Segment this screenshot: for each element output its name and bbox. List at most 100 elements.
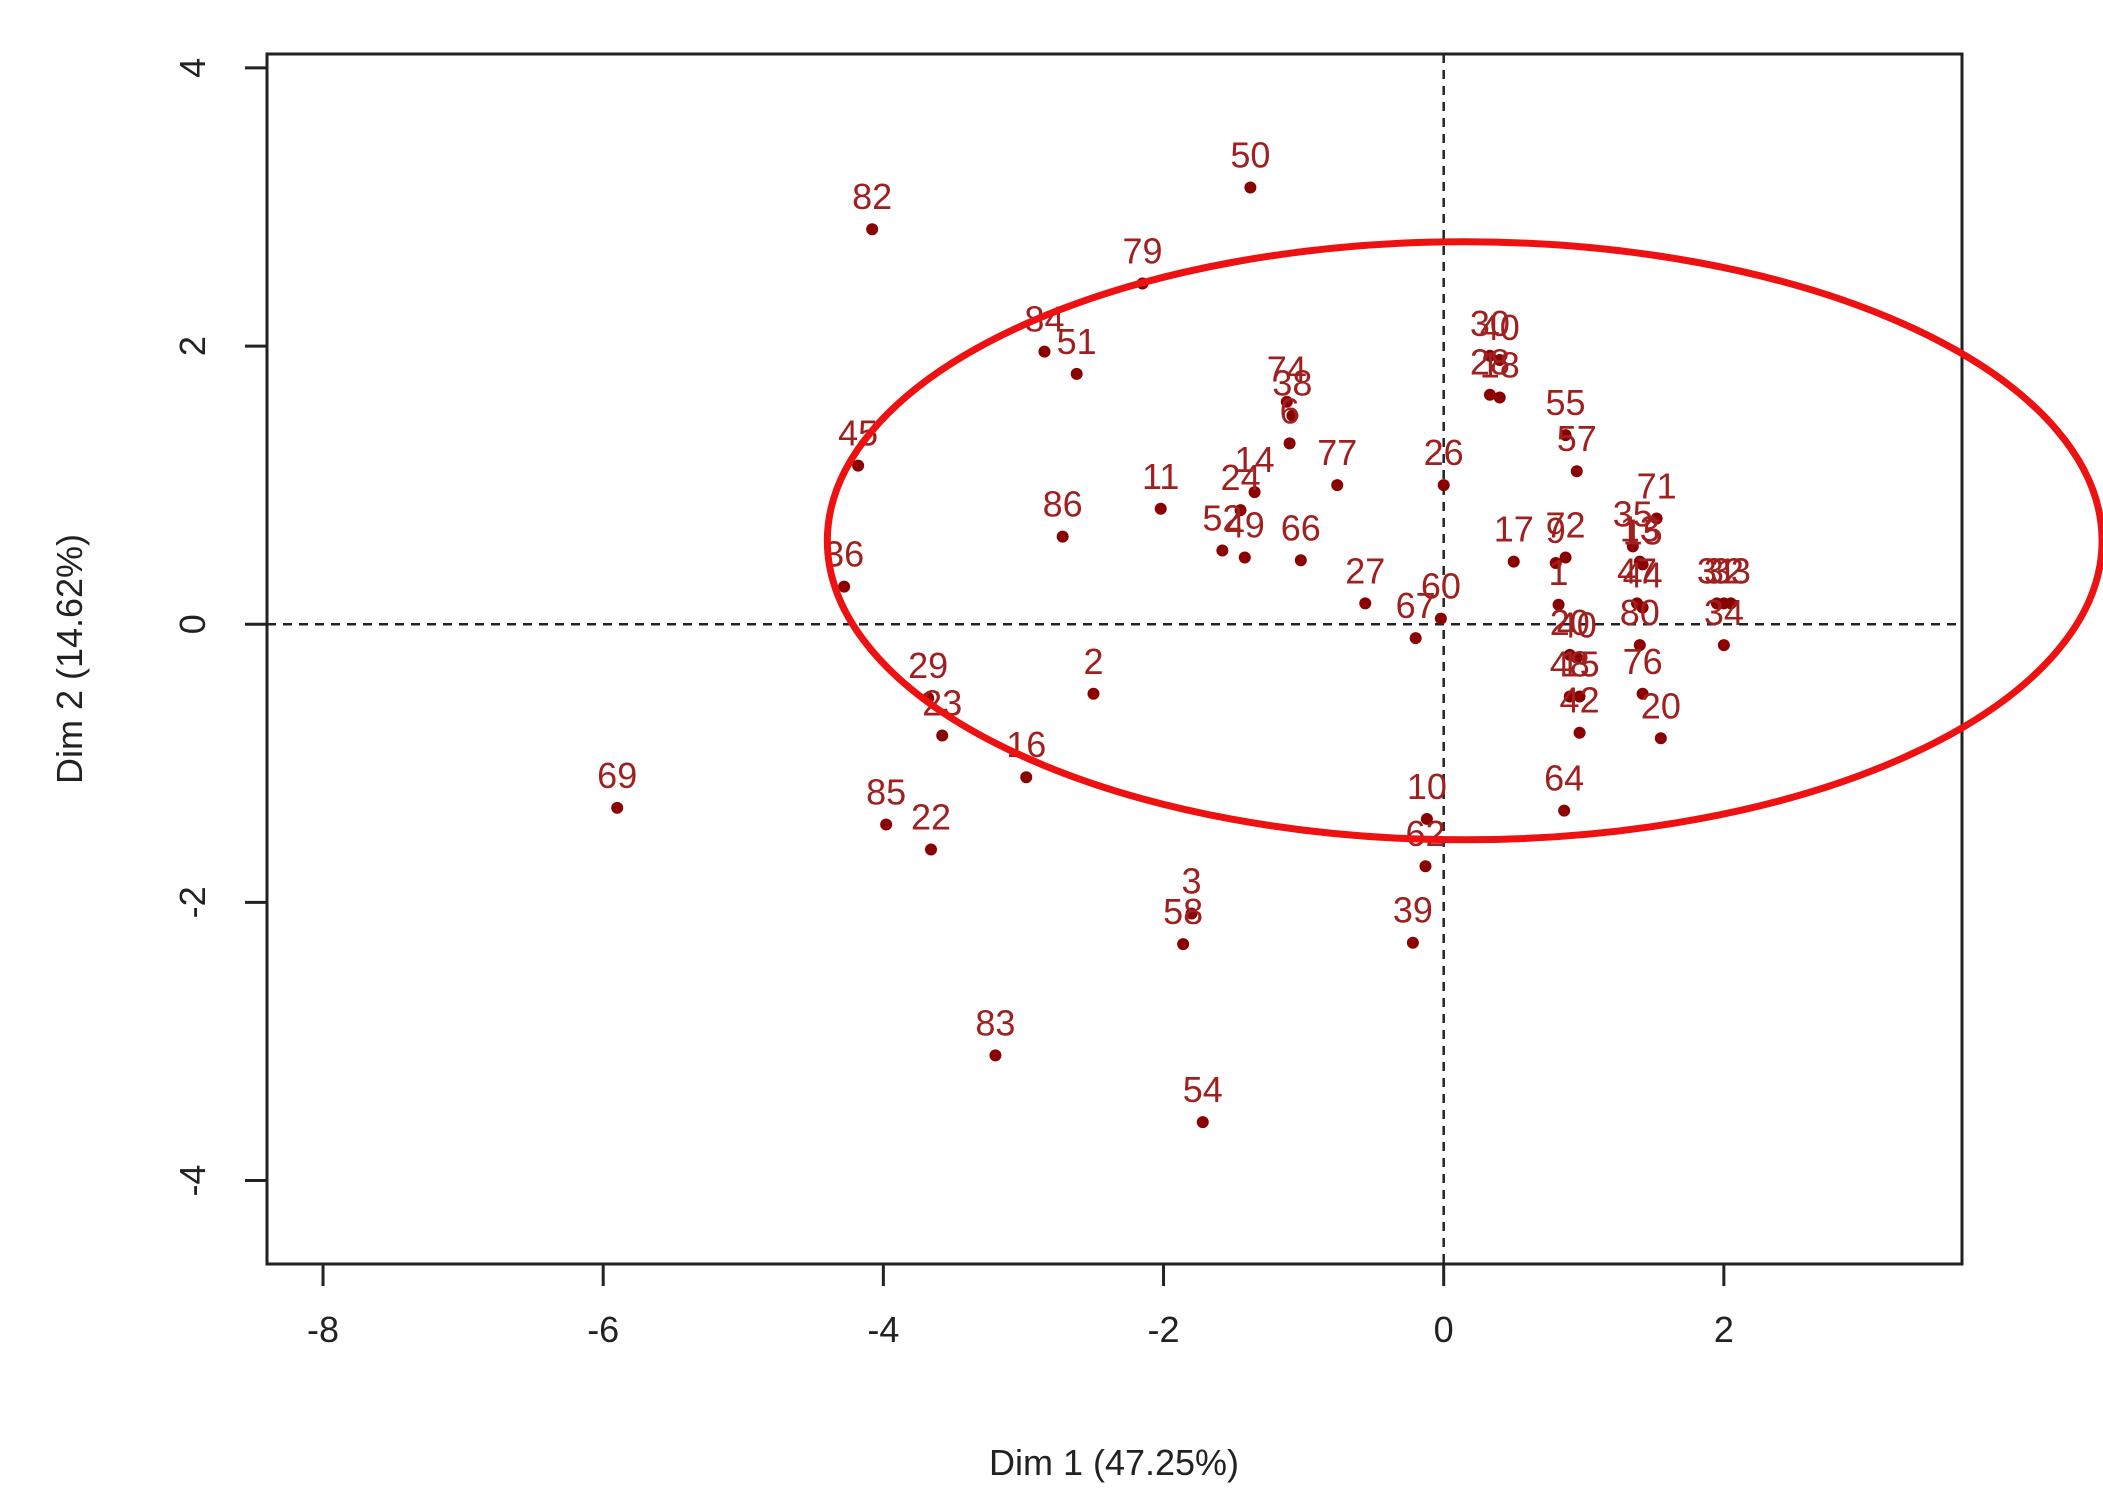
data-point bbox=[1573, 690, 1586, 703]
data-point-label: 24 bbox=[1221, 457, 1261, 498]
data-point bbox=[1493, 391, 1506, 404]
data-point-label: 40 bbox=[1480, 307, 1520, 348]
x-tick-label: -2 bbox=[1148, 1309, 1180, 1350]
data-point bbox=[1420, 812, 1433, 825]
data-point-label: 69 bbox=[597, 755, 637, 796]
data-point bbox=[1626, 540, 1639, 553]
data-point-label: 15 bbox=[1560, 644, 1600, 685]
x-tick-label: -4 bbox=[867, 1309, 899, 1350]
data-point-label: 64 bbox=[1544, 758, 1584, 799]
highlight-ellipse bbox=[824, 238, 2103, 844]
y-tick-label: -2 bbox=[172, 886, 213, 918]
data-point bbox=[1650, 512, 1663, 525]
data-point bbox=[852, 459, 865, 472]
data-point bbox=[1570, 651, 1583, 664]
data-point-label: 79 bbox=[1122, 230, 1162, 271]
data-point bbox=[1717, 639, 1730, 652]
data-point-label: 20 bbox=[1641, 685, 1681, 726]
data-point bbox=[1087, 687, 1100, 700]
data-point bbox=[1244, 181, 1257, 194]
data-point bbox=[1558, 804, 1571, 817]
data-point-label: 39 bbox=[1393, 890, 1433, 931]
data-point-label: 71 bbox=[1637, 466, 1677, 507]
data-point bbox=[1636, 558, 1649, 571]
data-point-label: 31 bbox=[1697, 550, 1737, 591]
data-point-label: 11 bbox=[1142, 456, 1179, 497]
data-point-label: 22 bbox=[911, 797, 951, 838]
data-point bbox=[1286, 409, 1299, 422]
data-point-label: 80 bbox=[1620, 592, 1660, 633]
data-point-label: 34 bbox=[1704, 592, 1744, 633]
data-point-label: 40 bbox=[1557, 605, 1597, 646]
data-point-label: 44 bbox=[1623, 555, 1663, 596]
data-point-label: 66 bbox=[1281, 507, 1321, 548]
data-point-label: 33 bbox=[1711, 550, 1751, 591]
data-point bbox=[1633, 639, 1646, 652]
data-point bbox=[1493, 353, 1506, 366]
data-point-label: 62 bbox=[1405, 813, 1445, 854]
data-point bbox=[1234, 504, 1247, 517]
data-point-label: 9 bbox=[1546, 510, 1566, 551]
data-point-label: 20 bbox=[1550, 602, 1590, 643]
data-point-label: 52 bbox=[1202, 498, 1242, 539]
y-tick-label: 0 bbox=[172, 614, 213, 634]
y-axis: -4 -2 0 2 4 bbox=[172, 58, 269, 1197]
data-point-label: 55 bbox=[1546, 382, 1586, 423]
x-axis: -8 -6 -4 -2 0 2 bbox=[307, 1262, 1734, 1350]
data-point-label: 85 bbox=[866, 772, 906, 813]
data-point-label: 14 bbox=[1235, 439, 1275, 480]
x-tick-label: 0 bbox=[1434, 1309, 1454, 1350]
x-tick-label: -6 bbox=[587, 1309, 619, 1350]
data-point-label: 28 bbox=[1470, 342, 1510, 383]
data-point bbox=[1406, 936, 1419, 949]
x-tick-label: -8 bbox=[307, 1309, 339, 1350]
data-point-label: 60 bbox=[1421, 566, 1461, 607]
data-point bbox=[1070, 367, 1083, 380]
plot-frame bbox=[265, 52, 1964, 1266]
data-point bbox=[1636, 687, 1649, 700]
data-point bbox=[1283, 437, 1296, 450]
data-point bbox=[1636, 601, 1649, 614]
data-point bbox=[1563, 690, 1576, 703]
data-point bbox=[1507, 555, 1520, 568]
data-point bbox=[1177, 938, 1190, 951]
x-axis-title: Dim 1 (47.25%) bbox=[989, 1442, 1239, 1483]
y-tick-label: -4 bbox=[172, 1165, 213, 1197]
data-point bbox=[1559, 551, 1572, 564]
data-point bbox=[1483, 349, 1496, 362]
data-point bbox=[1573, 726, 1586, 739]
data-point bbox=[1559, 429, 1572, 442]
data-point bbox=[1570, 465, 1583, 478]
data-point bbox=[1216, 544, 1229, 557]
data-point bbox=[611, 801, 624, 814]
data-point bbox=[1248, 486, 1261, 499]
data-point-label: 29 bbox=[908, 645, 948, 686]
data-point-label: 54 bbox=[1183, 1069, 1223, 1110]
data-point-label: 6 bbox=[1280, 390, 1300, 431]
data-point-label: 82 bbox=[852, 176, 892, 217]
y-axis-title: Dim 2 (14.62%) bbox=[49, 534, 90, 784]
data-points bbox=[611, 181, 1737, 1129]
data-point-label: 26 bbox=[1424, 432, 1464, 473]
data-point-label: 76 bbox=[1623, 641, 1663, 682]
data-point bbox=[1434, 612, 1447, 625]
data-point-label: 1 bbox=[1549, 552, 1569, 593]
data-point-label: 50 bbox=[1230, 135, 1270, 176]
data-point-label: 10 bbox=[1407, 766, 1447, 807]
data-point bbox=[1419, 860, 1432, 873]
data-point-label: 27 bbox=[1345, 550, 1385, 591]
data-point bbox=[1552, 598, 1565, 611]
data-point-label: 38 bbox=[1272, 363, 1312, 404]
y-tick-label: 2 bbox=[172, 336, 213, 356]
data-point bbox=[1359, 597, 1372, 610]
data-point bbox=[1238, 551, 1251, 564]
data-point-label: 51 bbox=[1057, 321, 1097, 362]
data-point bbox=[1154, 502, 1167, 515]
data-point bbox=[1437, 479, 1450, 492]
data-point-label: 17 bbox=[1494, 509, 1534, 550]
data-point-label: 32 bbox=[1704, 550, 1744, 591]
data-point-label: 74 bbox=[1267, 349, 1307, 390]
data-point-label: 48 bbox=[1550, 644, 1590, 685]
data-point-label: 86 bbox=[1043, 484, 1083, 525]
